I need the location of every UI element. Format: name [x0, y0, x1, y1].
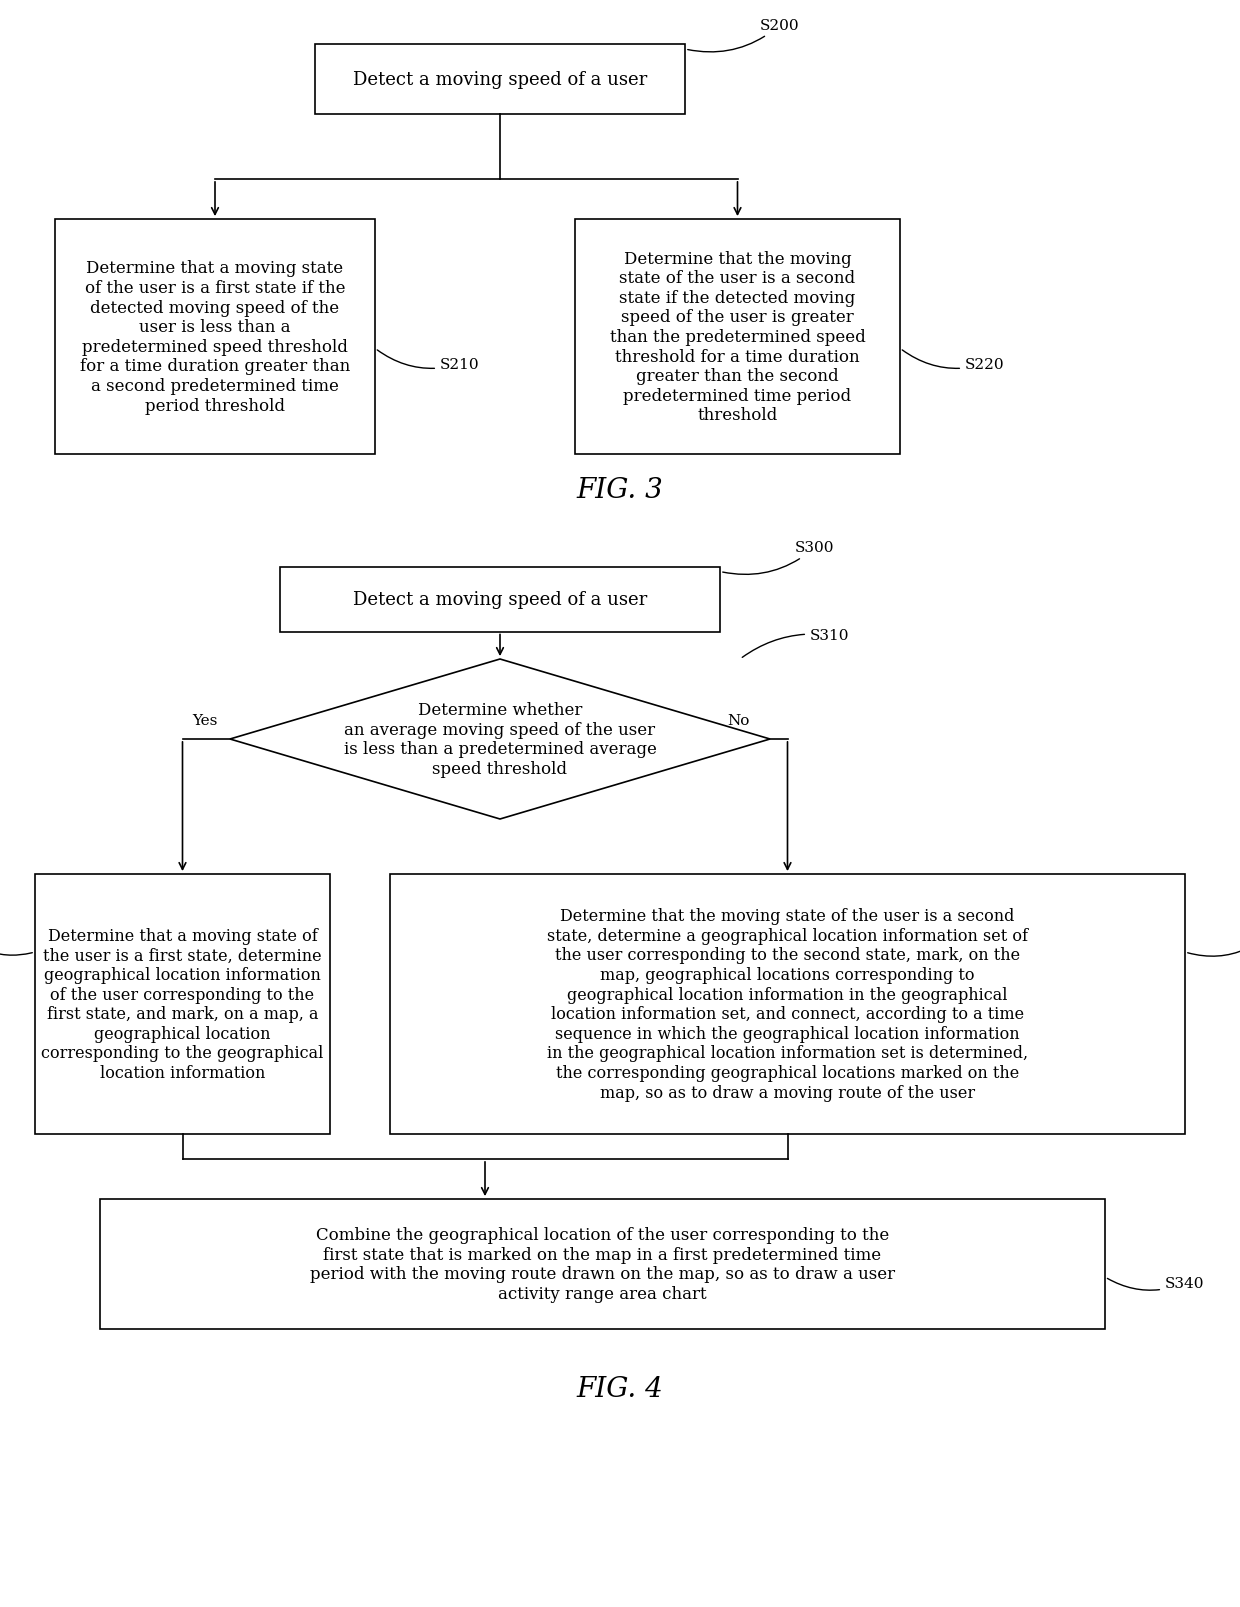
FancyBboxPatch shape [315, 45, 684, 116]
Text: Determine that a moving state of
the user is a first state, determine
geographic: Determine that a moving state of the use… [41, 927, 324, 1082]
Text: Detect a moving speed of a user: Detect a moving speed of a user [353, 591, 647, 609]
Text: S330: S330 [1188, 932, 1240, 956]
Text: Determine that the moving
state of the user is a second
state if the detected mo: Determine that the moving state of the u… [610, 251, 866, 424]
FancyBboxPatch shape [55, 220, 374, 455]
Text: S220: S220 [903, 350, 1004, 371]
FancyBboxPatch shape [100, 1199, 1105, 1329]
Polygon shape [229, 659, 770, 820]
Text: S200: S200 [688, 19, 800, 53]
Text: S320: S320 [0, 932, 32, 956]
Text: No: No [728, 714, 750, 728]
Text: Determine that a moving state
of the user is a first state if the
detected movin: Determine that a moving state of the use… [79, 260, 350, 415]
Text: S300: S300 [723, 542, 835, 575]
Text: FIG. 3: FIG. 3 [577, 476, 663, 503]
FancyBboxPatch shape [35, 874, 330, 1135]
Text: S310: S310 [743, 628, 849, 657]
Text: FIG. 4: FIG. 4 [577, 1376, 663, 1403]
FancyBboxPatch shape [280, 567, 720, 632]
Text: S210: S210 [377, 350, 480, 371]
Text: Determine that the moving state of the user is a second
state, determine a geogr: Determine that the moving state of the u… [547, 908, 1028, 1101]
FancyBboxPatch shape [575, 220, 900, 455]
Text: Determine whether
an average moving speed of the user
is less than a predetermin: Determine whether an average moving spee… [343, 702, 656, 778]
Text: Detect a moving speed of a user: Detect a moving speed of a user [353, 71, 647, 88]
Text: Yes: Yes [192, 714, 218, 728]
FancyBboxPatch shape [391, 874, 1185, 1135]
Text: S340: S340 [1107, 1276, 1204, 1290]
Text: Combine the geographical location of the user corresponding to the
first state t: Combine the geographical location of the… [310, 1226, 895, 1302]
